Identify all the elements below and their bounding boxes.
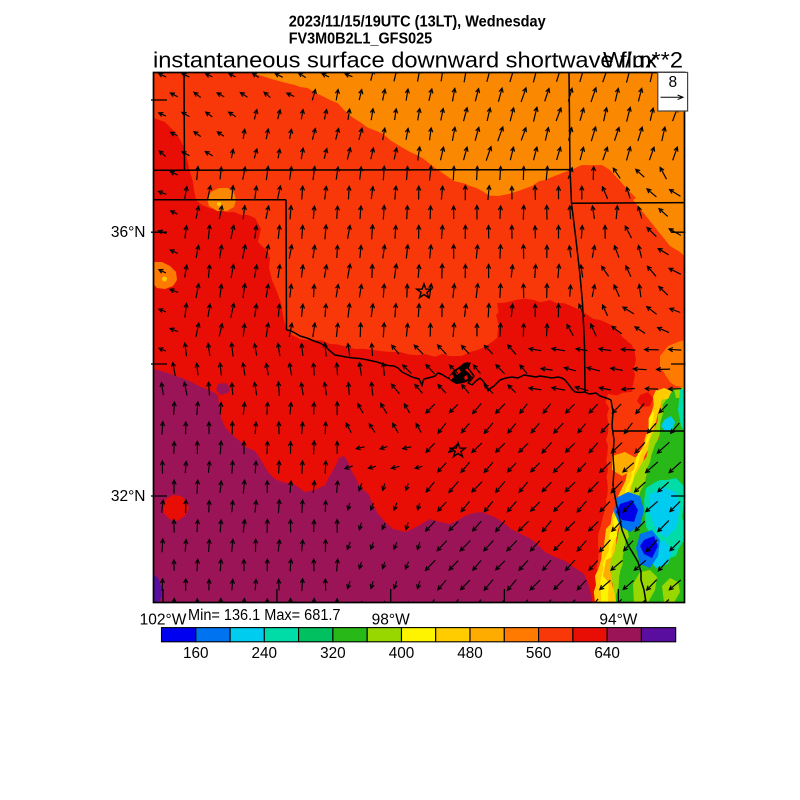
svg-text:98°W: 98°W xyxy=(372,612,410,629)
svg-text:240: 240 xyxy=(252,645,278,662)
svg-text:FV3M0B2L1_GFS025: FV3M0B2L1_GFS025 xyxy=(289,31,433,48)
svg-text:640: 640 xyxy=(594,645,620,662)
svg-text:102°W: 102°W xyxy=(140,612,187,629)
svg-text:480: 480 xyxy=(457,645,483,662)
svg-text:36°N: 36°N xyxy=(111,224,146,241)
svg-text:8: 8 xyxy=(668,74,677,91)
svg-text:instantaneous surface downward: instantaneous surface downward shortwave… xyxy=(153,48,658,73)
svg-text:94°W: 94°W xyxy=(599,612,637,629)
svg-text:320: 320 xyxy=(320,645,346,662)
svg-text:560: 560 xyxy=(526,645,552,662)
svg-text:Min= 136.1 Max= 681.7: Min= 136.1 Max= 681.7 xyxy=(188,607,341,624)
svg-text:160: 160 xyxy=(183,645,209,662)
svg-text:W/m**2: W/m**2 xyxy=(603,48,683,73)
svg-text:2023/11/15/19UTC (13LT), Wedne: 2023/11/15/19UTC (13LT), Wednesday xyxy=(289,14,546,31)
svg-text:32°N: 32°N xyxy=(111,488,146,505)
svg-text:400: 400 xyxy=(389,645,415,662)
